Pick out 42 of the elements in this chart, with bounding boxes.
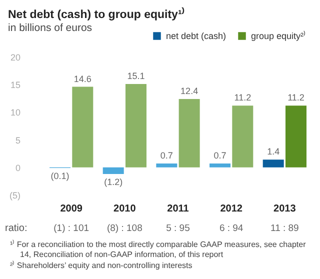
x-tick-label: 2010 <box>114 204 136 214</box>
bar <box>285 106 306 168</box>
y-tick-label: 10 <box>10 108 20 118</box>
data-label: 0.7 <box>160 150 173 161</box>
data-label: (0.1) <box>50 170 70 181</box>
data-label: 1.4 <box>267 146 280 157</box>
bar <box>156 164 178 168</box>
text: ²⁾ Shareholders’ equity and non-controlling interests <box>10 261 194 271</box>
x-tick-label: 2012 <box>220 204 243 214</box>
legend-label: net debt (cash) <box>166 31 226 41</box>
data-label: 14.6 <box>74 74 92 84</box>
y-tick-label: 0 <box>15 162 20 173</box>
data-label: 0.7 <box>214 150 226 161</box>
x-tick-label: 2009 <box>60 204 83 214</box>
text: 6 : 94 <box>219 223 244 234</box>
text: (8) : 108 <box>106 223 142 234</box>
y-tick-label: 20 <box>10 52 20 62</box>
chart-title: Net debt (cash) to group equity¹⁾ <box>8 8 186 22</box>
text: ratio: <box>5 223 28 234</box>
y-tick-label: 15 <box>10 80 20 90</box>
data-label: 12.4 <box>180 86 198 96</box>
text: 5 : 95 <box>166 223 190 234</box>
x-tick-label: 2011 <box>167 204 190 214</box>
data-label: 11.2 <box>234 92 252 103</box>
bar <box>125 84 146 168</box>
data-label: (1.2) <box>104 177 123 188</box>
text: (1) : 101 <box>54 223 90 234</box>
data-label: 15.1 <box>127 71 145 82</box>
bar <box>72 86 94 168</box>
text: 11 : 89 <box>270 223 299 234</box>
chart-subtitle: in billions of euros <box>8 22 92 34</box>
y-tick-label: (5) <box>10 190 20 200</box>
y-tick-label: 5 <box>15 135 20 146</box>
bar <box>262 160 284 168</box>
text: ¹⁾ For a reconciliation to the most directly comparable GAAP measures, see chapter 14, Reconciliation of non-GAAP information, of this report <box>10 240 307 260</box>
bar <box>102 167 124 174</box>
legend-label: group equity²⁾ <box>251 30 306 41</box>
bar <box>178 98 200 168</box>
bar <box>232 106 254 168</box>
bar <box>210 164 231 168</box>
x-tick-label: 2013 <box>274 204 296 214</box>
data-label: 11.2 <box>288 92 304 103</box>
